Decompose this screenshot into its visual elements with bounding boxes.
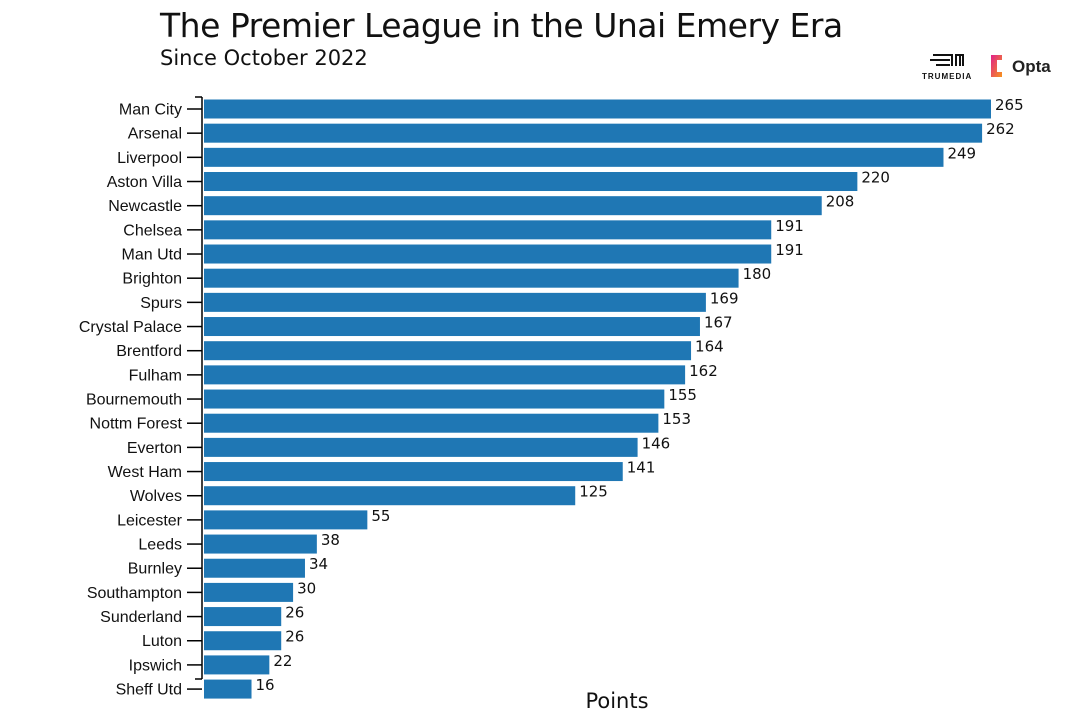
data-label: 167 bbox=[704, 314, 733, 332]
opta-logo: Opta bbox=[987, 53, 1051, 84]
data-label: 220 bbox=[861, 169, 890, 187]
data-label: 34 bbox=[309, 555, 328, 573]
bar bbox=[204, 655, 270, 675]
data-label: 30 bbox=[297, 579, 316, 597]
bar bbox=[204, 679, 252, 699]
y-tick-label: Southampton bbox=[87, 585, 182, 602]
y-tick-label: Aston Villa bbox=[107, 174, 182, 191]
y-tick-label: Crystal Palace bbox=[79, 319, 182, 336]
y-tick-label: Arsenal bbox=[128, 126, 182, 143]
y-tick-label: Leicester bbox=[117, 512, 183, 529]
trumedia-mark-icon bbox=[930, 54, 964, 66]
y-tick-label: Man City bbox=[119, 102, 182, 119]
data-label: 164 bbox=[695, 338, 724, 356]
bar bbox=[204, 462, 623, 482]
data-label: 180 bbox=[743, 265, 772, 283]
data-label: 26 bbox=[285, 604, 304, 622]
data-label: 141 bbox=[627, 459, 656, 477]
data-label: 153 bbox=[662, 410, 691, 428]
bar bbox=[204, 341, 692, 361]
data-label: 265 bbox=[995, 96, 1024, 114]
data-label: 249 bbox=[947, 144, 976, 162]
bar bbox=[204, 365, 686, 385]
bar bbox=[204, 172, 858, 192]
opta-mark-icon bbox=[991, 55, 1002, 77]
data-label: 16 bbox=[256, 676, 275, 694]
y-tick-label: Liverpool bbox=[117, 150, 182, 167]
y-tick-label: Fulham bbox=[129, 367, 182, 384]
bar bbox=[204, 413, 659, 433]
bar bbox=[204, 268, 739, 288]
bar bbox=[204, 389, 665, 409]
bar bbox=[204, 99, 991, 119]
bar bbox=[204, 437, 638, 457]
bar bbox=[204, 607, 282, 627]
y-tick-label: Everton bbox=[127, 440, 182, 457]
data-label: 38 bbox=[321, 531, 340, 549]
y-tick-label: Brentford bbox=[116, 343, 182, 360]
y-tick-label: Nottm Forest bbox=[90, 416, 183, 433]
data-label: 208 bbox=[826, 193, 855, 211]
bar bbox=[204, 534, 317, 554]
data-label: 155 bbox=[668, 386, 697, 404]
x-axis-label: Points bbox=[585, 689, 648, 713]
y-tick-label: Bournemouth bbox=[86, 392, 182, 409]
y-tick-label: Newcastle bbox=[108, 198, 182, 215]
bar bbox=[204, 558, 305, 578]
trumedia-wordmark: TRUMEDIA bbox=[922, 72, 973, 81]
chart-title: The Premier League in the Unai Emery Era bbox=[160, 6, 843, 45]
y-tick-label: Leeds bbox=[138, 537, 182, 554]
y-tick-label: Burnley bbox=[128, 561, 182, 578]
data-label: 262 bbox=[986, 120, 1015, 138]
y-tick-label: Sheff Utd bbox=[116, 682, 182, 699]
y-tick-label: Ipswich bbox=[129, 657, 182, 674]
data-label: 146 bbox=[642, 434, 671, 452]
data-label: 55 bbox=[371, 507, 390, 525]
bar bbox=[204, 147, 944, 167]
y-tick-label: Man Utd bbox=[122, 247, 182, 264]
y-tick-label: Wolves bbox=[130, 488, 182, 505]
y-tick-label: Spurs bbox=[140, 295, 182, 312]
bar bbox=[204, 220, 772, 240]
trumedia-logo: TRUMEDIA bbox=[918, 52, 978, 87]
bar bbox=[204, 317, 700, 337]
data-label: 26 bbox=[285, 628, 304, 646]
bar bbox=[204, 123, 983, 143]
bar bbox=[204, 582, 294, 602]
bar bbox=[204, 292, 706, 312]
y-tick-label: Brighton bbox=[122, 271, 182, 288]
chart-subtitle: Since October 2022 bbox=[160, 46, 368, 70]
y-tick-label: Chelsea bbox=[123, 222, 182, 239]
y-tick-label: Luton bbox=[142, 633, 182, 650]
bar bbox=[204, 631, 282, 651]
data-label: 125 bbox=[579, 483, 608, 501]
y-tick-label: Sunderland bbox=[100, 609, 182, 626]
data-label: 191 bbox=[775, 241, 804, 259]
y-tick-label: West Ham bbox=[108, 464, 182, 481]
bar bbox=[204, 196, 822, 216]
bar bbox=[204, 244, 772, 264]
data-label: 191 bbox=[775, 217, 804, 235]
data-label: 162 bbox=[689, 362, 718, 380]
data-label: 169 bbox=[710, 289, 739, 307]
opta-wordmark: Opta bbox=[1012, 57, 1051, 76]
bar bbox=[204, 510, 368, 530]
bar bbox=[204, 486, 576, 506]
data-label: 22 bbox=[273, 652, 292, 670]
